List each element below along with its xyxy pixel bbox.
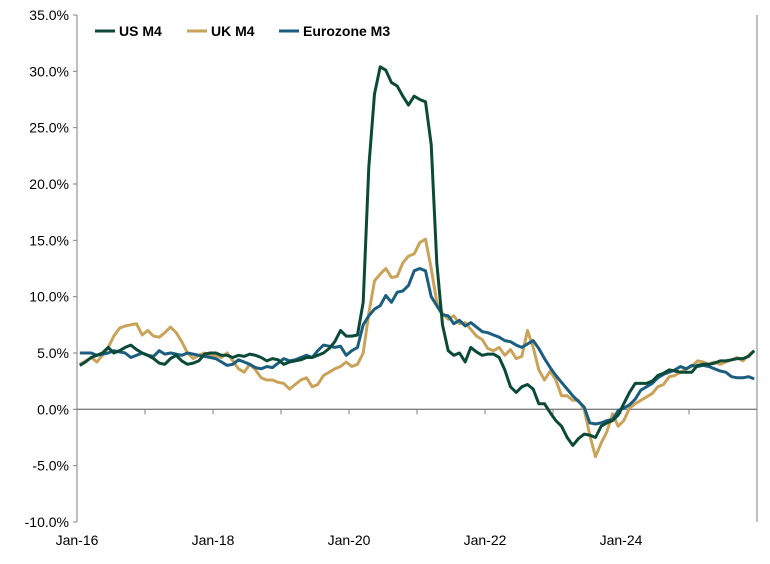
legend-label: Eurozone M3 — [303, 23, 390, 39]
series-line-us-m4 — [79, 65, 756, 447]
x-tick-label: Jan-16 — [56, 532, 99, 548]
y-tick-label: -5.0% — [32, 458, 69, 474]
x-tick-label: Jan-24 — [600, 532, 643, 548]
legend: US M4 UK M4 Eurozone M3 — [95, 23, 390, 39]
y-tick-label: 25.0% — [29, 120, 69, 136]
y-tick-label: 30.0% — [29, 63, 69, 79]
y-tick-label: 15.0% — [29, 232, 69, 248]
x-tick-label: Jan-20 — [328, 532, 371, 548]
legend-label: US M4 — [119, 23, 162, 39]
x-axis: Jan-16 Jan-18 Jan-20 Jan-22 Jan-24 — [56, 408, 758, 548]
y-tick-label: 0.0% — [37, 401, 69, 417]
x-tick-label: Jan-22 — [464, 532, 507, 548]
y-tick-label: 20.0% — [29, 176, 69, 192]
legend-label: UK M4 — [211, 23, 255, 39]
series-line-uk-m4 — [79, 237, 756, 459]
y-tick-label: 10.0% — [29, 289, 69, 305]
y-tick-label: -10.0% — [25, 514, 69, 530]
series-line-eurozone-m3 — [79, 267, 755, 426]
y-tick-label: 5.0% — [37, 345, 69, 361]
y-axis: 35.0% 30.0% 25.0% 20.0% 15.0% 10.0% 5.0% 0.0% -5… — [25, 7, 758, 530]
x-tick-label: Jan-18 — [192, 532, 235, 548]
series-lines — [79, 65, 756, 459]
y-tick-label: 35.0% — [29, 7, 69, 23]
